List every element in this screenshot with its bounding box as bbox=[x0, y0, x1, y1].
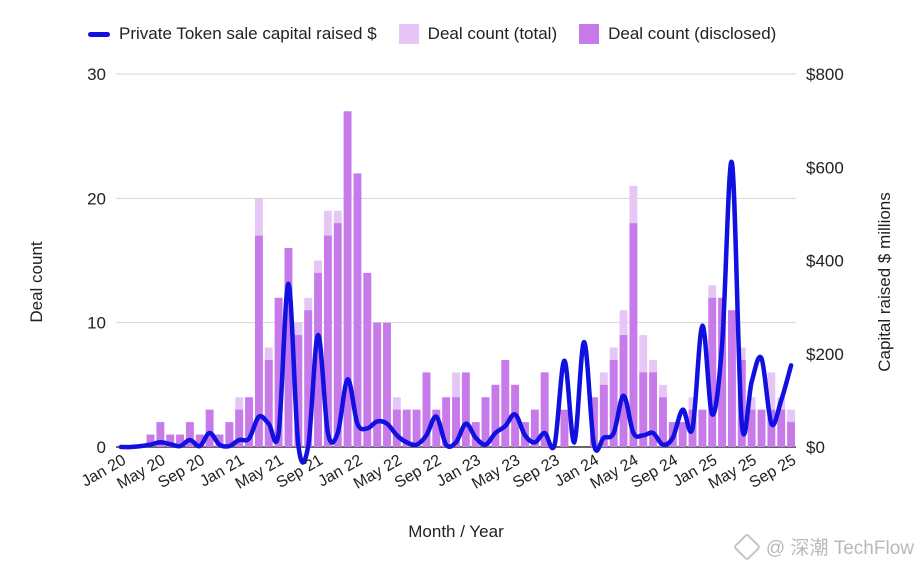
bar-disclosed bbox=[392, 409, 401, 447]
bar-disclosed bbox=[560, 409, 569, 447]
bar-disclosed bbox=[363, 272, 372, 447]
bar-disclosed bbox=[442, 397, 451, 447]
bar-disclosed bbox=[787, 422, 795, 447]
bar-disclosed bbox=[639, 372, 648, 447]
bar-disclosed bbox=[215, 434, 224, 447]
bar-disclosed bbox=[254, 235, 263, 447]
bar-disclosed bbox=[757, 409, 766, 447]
legend-swatch-line bbox=[88, 31, 110, 37]
legend-label: Private Token sale capital raised $ bbox=[119, 24, 377, 43]
bar-disclosed bbox=[501, 359, 510, 447]
legend-swatch-disclosed bbox=[579, 24, 600, 44]
bar-disclosed bbox=[481, 397, 490, 447]
bar-disclosed bbox=[698, 409, 707, 447]
legend-item-disclosed[interactable]: Deal count (disclosed) bbox=[579, 24, 776, 44]
bar-disclosed bbox=[235, 409, 244, 447]
bar-disclosed bbox=[146, 434, 155, 447]
legend-item-capital[interactable]: Private Token sale capital raised $ bbox=[88, 24, 377, 44]
bar-disclosed bbox=[777, 409, 786, 447]
bar-disclosed bbox=[274, 297, 283, 447]
bar-disclosed bbox=[245, 397, 253, 447]
bar-disclosed bbox=[185, 422, 194, 447]
bar-disclosed bbox=[422, 372, 431, 447]
bar-disclosed bbox=[767, 409, 776, 447]
y-tick-label: 20 bbox=[87, 189, 106, 208]
y2-tick-label: $600 bbox=[806, 158, 844, 177]
watermark: @ 深潮 TechFlow bbox=[732, 532, 914, 561]
bar-disclosed bbox=[629, 223, 638, 447]
watermark-text: @ 深潮 TechFlow bbox=[765, 538, 914, 559]
bar-disclosed bbox=[225, 422, 234, 447]
bar-disclosed bbox=[619, 335, 628, 447]
bar-disclosed bbox=[284, 248, 293, 447]
capital-line bbox=[118, 159, 794, 465]
bar-disclosed bbox=[314, 272, 322, 447]
bar-disclosed bbox=[590, 397, 598, 447]
bar-disclosed bbox=[343, 111, 352, 448]
bar-disclosed bbox=[718, 297, 727, 447]
bar-disclosed bbox=[353, 173, 362, 447]
bar-disclosed bbox=[659, 397, 667, 447]
bar-disclosed bbox=[304, 310, 313, 447]
bar-disclosed bbox=[599, 384, 608, 447]
x-axis-title: Month / Year bbox=[408, 522, 504, 541]
bar-disclosed bbox=[461, 372, 470, 447]
y-tick-label: 0 bbox=[97, 438, 106, 457]
bar-disclosed bbox=[609, 359, 618, 447]
bar-disclosed bbox=[412, 409, 421, 447]
legend: Private Token sale capital raised $ Deal… bbox=[88, 24, 798, 44]
bar-disclosed bbox=[195, 434, 204, 447]
bar-disclosed bbox=[678, 422, 687, 447]
bar-disclosed bbox=[294, 335, 303, 447]
capital-line-layer bbox=[118, 159, 794, 465]
bar-disclosed bbox=[156, 422, 165, 447]
y2-axis-title: Capital raised $ millions bbox=[875, 192, 894, 372]
bar-disclosed bbox=[708, 297, 717, 447]
y-axis-title: Deal count bbox=[27, 241, 46, 323]
bar-disclosed bbox=[323, 235, 332, 447]
legend-label: Deal count (total) bbox=[427, 24, 558, 43]
y2-tick-label: $400 bbox=[806, 252, 844, 271]
bar-disclosed bbox=[452, 397, 460, 447]
bar-disclosed bbox=[402, 409, 411, 447]
y2-tick-label: $800 bbox=[806, 65, 844, 84]
legend-item-total[interactable]: Deal count (total) bbox=[398, 24, 558, 44]
bar-disclosed bbox=[649, 372, 658, 447]
bar-disclosed bbox=[747, 409, 756, 447]
bar-disclosed bbox=[264, 359, 273, 447]
y2-tick-label: $0 bbox=[806, 438, 825, 457]
y2-tick-label: $200 bbox=[806, 345, 844, 364]
bar-disclosed bbox=[383, 322, 391, 447]
bar-disclosed bbox=[373, 322, 382, 447]
legend-swatch-total bbox=[398, 24, 419, 44]
bar-disclosed bbox=[530, 409, 539, 447]
bar-disclosed bbox=[728, 310, 736, 447]
bar-disclosed bbox=[333, 223, 342, 447]
y-tick-label: 10 bbox=[87, 314, 106, 333]
bar-disclosed bbox=[540, 372, 549, 447]
bar-disclosed bbox=[432, 409, 441, 447]
legend-label: Deal count (disclosed) bbox=[608, 24, 777, 43]
bar-disclosed bbox=[205, 409, 214, 447]
y-tick-label: 30 bbox=[87, 65, 106, 84]
diamond-logo-icon bbox=[732, 532, 762, 561]
bar-disclosed bbox=[176, 434, 184, 447]
bar-disclosed bbox=[166, 434, 175, 447]
bar-disclosed bbox=[491, 384, 500, 447]
